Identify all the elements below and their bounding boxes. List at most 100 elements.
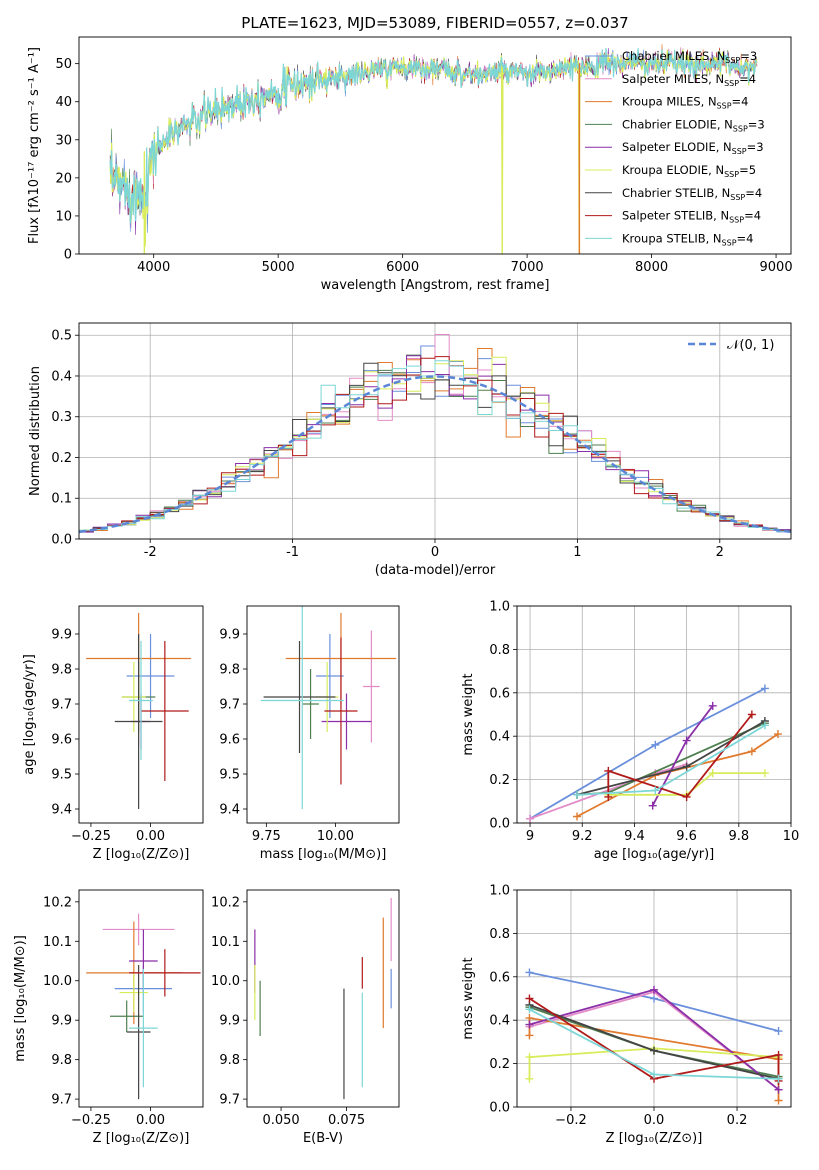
x-tick-label: 0.050 [262,1113,299,1128]
legend-value: =4 [744,209,761,223]
series-line-chabrier_miles [529,687,766,820]
x-tick-label: −0.2 [555,1113,587,1128]
y-tick-label: 9.6 [51,733,72,748]
series-point-salpeter_stelib [747,710,756,719]
x-tick-label: 9.2 [572,829,593,844]
x-tick-label: 5000 [262,260,295,275]
x-tick-label: 8000 [635,260,668,275]
x-tick-label: 9.75 [252,829,281,844]
series-point-salpeter_elodie [648,801,657,810]
legend-value: =4 [745,186,762,200]
series-point-kroupa_elodie [525,1053,534,1062]
y-tick-label: 10.2 [43,895,72,910]
y-tick-label: 9.4 [51,803,72,818]
series-point-salpeter_stelib [604,792,613,801]
legend-value: =3 [740,49,757,63]
series-line-kroupa_elodie [528,1047,779,1079]
legend-label: Salpeter STELIB, NSSP=4 [622,209,761,225]
x-tick-label: 1 [573,545,581,560]
series-point-kroupa_stelib [651,786,660,795]
plot-area [109,44,758,254]
histogram-kroupa_stelib [79,360,791,533]
axes-frame [516,605,792,824]
y-tick-label: 1.0 [489,884,510,899]
y-tick-label: 10.0 [43,974,72,989]
y-tick-label: 10.0 [211,974,240,989]
series-point-chabrier_miles [760,684,769,693]
series-point-kroupa_stelib [525,1005,534,1014]
x-tick-label: 2 [716,545,724,560]
y-tick-label: 0.0 [489,1101,510,1116]
series-line-salpeter_stelib [607,713,753,799]
x-tick-label: 10.00 [317,829,354,844]
y-tick-label: 40 [55,95,72,110]
legend-value: =4 [739,72,756,86]
x-axis-label: Z [log₁₀(Z/Z⊙)] [606,1131,703,1146]
y-tick-label: 9.9 [51,628,72,643]
x-axis-label: wavelength [Angstrom, rest frame] [321,278,550,293]
series-point-salpeter_miles [526,814,535,823]
x-tick-label: 9.4 [624,829,645,844]
axes-spectrum: 4000 5000 6000 7000 8000 9000 0 10 20 30 40 50 wavel… [27,36,793,293]
series-point-salpeter_elodie [525,1020,534,1029]
axes-frame [78,36,792,255]
legend-value: =4 [732,95,749,109]
series-point-kroupa_elodie [708,769,717,778]
series-point-salpeter_stelib [682,792,691,801]
y-tick-label: 9.7 [219,1093,240,1108]
y-axis-label: Flux [fλ10⁻¹⁷ erg cm⁻² s⁻¹ A⁻¹] [27,47,42,244]
y-tick-label: 30 [55,133,72,148]
series-point-kroupa_miles [774,1096,783,1105]
x-tick-label: 7000 [511,260,544,275]
axes-age_vs_Z: −0.25 0.00 9.4 9.5 9.6 9.7 9.8 9.9 Z [log₁₀(Z/Z⊙… [22,605,204,862]
series-point-kroupa_miles [573,812,582,821]
legend-sub: SSP [725,56,740,65]
series-point-salpeter_elodie [708,701,717,710]
y-axis-label: age [log₁₀(age/yr)] [22,654,37,775]
x-tick-label: -2 [144,545,157,560]
series-point-kroupa_stelib [774,1074,783,1083]
plot-area [86,613,192,809]
y-tick-label: 0.0 [51,533,72,548]
series-point-salpeter_elodie [682,736,691,745]
y-tick-label: 1.0 [489,600,510,615]
legend-sub: SSP [730,193,745,202]
y-tick-label: 9.9 [51,1014,72,1029]
plot-area [525,968,783,1105]
y-tick-label: 0.8 [489,927,510,942]
axes-frame [516,889,792,1108]
axes-mass_vs_Z: −0.25 0.00 9.7 9.8 9.9 10.0 10.1 10.2 Z [log₁₀(Z… [13,889,204,1146]
y-tick-label: 0.6 [489,970,510,985]
legend-label: Chabrier MILES, NSSP=3 [622,49,757,65]
legend-label: 𝒩(0, 1) [727,338,774,353]
series-point-kroupa_miles [525,1031,534,1040]
y-tick-label: 10.1 [211,935,240,950]
y-tick-label: 9.8 [219,1053,240,1068]
axes-frame [78,605,204,824]
y-tick-label: 0.4 [489,730,510,745]
axes-frame [78,322,792,540]
legend-sub: SSP [733,124,748,133]
plot-area [79,334,791,534]
legend-sub: SSP [729,216,744,225]
x-tick-label: 9 [526,829,534,844]
legend-value: =5 [739,163,756,177]
y-tick-label: 20 [55,171,72,186]
y-tick-label: 9.5 [51,768,72,783]
y-tick-label: 0.1 [51,492,72,507]
legend-label: Chabrier ELODIE, NSSP=3 [622,117,765,133]
y-tick-label: 0 [64,248,72,263]
x-tick-label: 0.00 [136,829,165,844]
y-tick-label: 9.9 [219,1014,240,1029]
y-tick-label: 0.6 [489,686,510,701]
legend-value: =3 [748,117,765,131]
series-point-kroupa_stelib [573,790,582,799]
y-tick-label: 0.3 [51,410,72,425]
y-axis-label: mass [log₁₀(M/M⊙)] [13,935,28,1062]
x-tick-label: −0.25 [71,829,111,844]
legend: Chabrier MILES, NSSP=3 Salpeter MILES, NS… [585,49,765,247]
y-tick-label: 0.5 [51,329,72,344]
plot-area [526,684,782,823]
axes-mass_vs_ebv: 0.050 0.075 9.7 9.8 9.9 10.0 10.1 10.2 E(B-V) [211,889,400,1146]
